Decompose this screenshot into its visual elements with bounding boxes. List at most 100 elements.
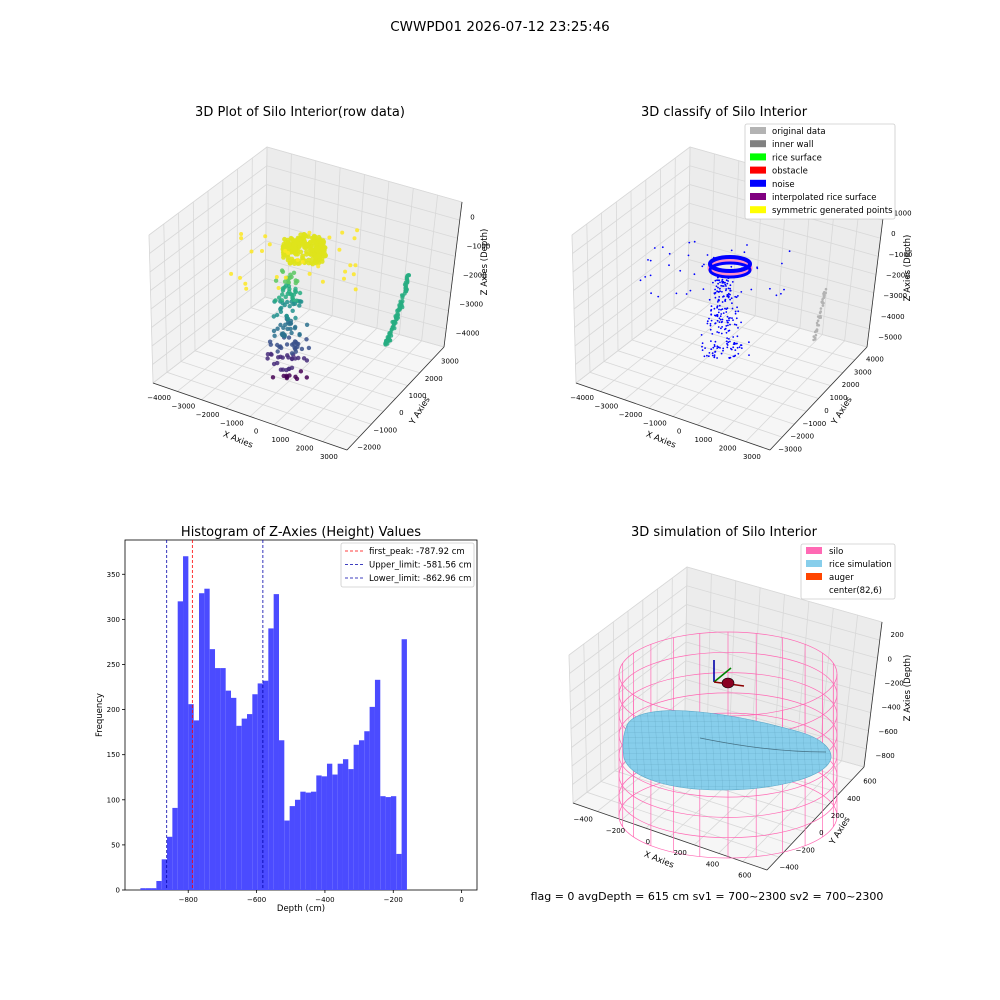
noise-point bbox=[715, 285, 718, 288]
raw-point bbox=[277, 295, 282, 300]
histogram-bar bbox=[183, 556, 189, 890]
x-tick-label: 2000 bbox=[719, 444, 737, 452]
noise-point bbox=[729, 287, 731, 290]
noise-point bbox=[700, 334, 703, 336]
raw-scatter-point bbox=[340, 230, 345, 235]
raw-scatter-point bbox=[263, 234, 268, 239]
noise-point bbox=[723, 328, 726, 331]
noise-point bbox=[737, 310, 740, 313]
legend-frame bbox=[340, 542, 475, 588]
noise-point bbox=[725, 340, 728, 343]
legend-label: obstacle bbox=[772, 167, 808, 177]
legend-swatch bbox=[750, 140, 766, 148]
noise-point bbox=[726, 295, 729, 298]
noise-point bbox=[717, 346, 720, 349]
noise-point bbox=[740, 344, 743, 347]
noise-point bbox=[720, 308, 722, 311]
noise-point bbox=[738, 346, 741, 349]
x-tick-label: −1000 bbox=[643, 419, 667, 427]
noise-point bbox=[730, 249, 733, 252]
raw-wall-point bbox=[387, 331, 392, 336]
noise-point bbox=[725, 311, 728, 313]
z-tick-label: 1000 bbox=[894, 209, 912, 217]
panel-classify-legend: original data inner wall rice surface obsta… bbox=[744, 123, 896, 220]
histogram-legend: first_peak: -787.92 cm Upper_limit: -581.… bbox=[340, 542, 475, 588]
legend-swatch bbox=[750, 193, 766, 200]
raw-point bbox=[296, 355, 301, 361]
raw-point bbox=[271, 328, 277, 334]
panel-simulation-ticks: −400 −200 0 200 400 600 −400 −200 0 200 400 600 −800… bbox=[574, 631, 904, 879]
panel-histogram-title: Histogram of Z-Axies (Height) Values bbox=[181, 525, 421, 540]
noise-point bbox=[726, 315, 729, 318]
histogram-bar bbox=[374, 679, 381, 890]
noise-point bbox=[736, 335, 739, 338]
noise-point bbox=[701, 345, 703, 348]
histogram-bar bbox=[161, 859, 168, 890]
noise-point bbox=[657, 295, 660, 298]
z-axis-line bbox=[866, 201, 886, 348]
original-data-point bbox=[817, 324, 821, 327]
panel-classify-axes-box bbox=[571, 146, 886, 451]
histogram-bar bbox=[289, 806, 295, 890]
y-tick-label: −1000 bbox=[373, 426, 397, 434]
noise-point bbox=[730, 348, 733, 351]
raw-scatter-point bbox=[243, 281, 248, 286]
noise-point bbox=[712, 281, 714, 284]
raw-scatter-point bbox=[352, 236, 357, 241]
noise-point bbox=[649, 274, 652, 277]
rice-mesh-col bbox=[653, 710, 661, 790]
raw-scatter-point bbox=[337, 247, 342, 252]
x-tick-label: −4000 bbox=[570, 394, 594, 402]
x-tick-label: −200 bbox=[384, 896, 403, 904]
rice-mesh-col bbox=[674, 710, 682, 790]
raw-point bbox=[275, 360, 280, 366]
z-axis-line bbox=[863, 621, 883, 768]
histogram-bar bbox=[247, 714, 253, 890]
noise-point bbox=[731, 281, 734, 283]
legend-frame bbox=[744, 123, 896, 220]
original-data-point bbox=[824, 291, 827, 295]
panel-histogram: Histogram of Z-Axies (Height) Values −80… bbox=[95, 525, 478, 914]
raw-top-point bbox=[306, 257, 312, 263]
noise-point bbox=[734, 310, 737, 313]
raw-point bbox=[281, 333, 287, 338]
grid-line-y bbox=[264, 146, 445, 348]
noise-point bbox=[706, 254, 709, 256]
histogram-bar bbox=[231, 697, 237, 890]
noise-point bbox=[723, 295, 725, 298]
histogram-bar bbox=[310, 791, 317, 890]
z-tick-label: −5000 bbox=[878, 334, 902, 342]
noise-point bbox=[736, 346, 739, 349]
panel-raw-data-xlabel: X Axies bbox=[221, 430, 254, 451]
histogram-bar bbox=[209, 649, 216, 890]
histogram-bar bbox=[167, 836, 173, 890]
noise-point bbox=[719, 318, 722, 321]
noise-point bbox=[721, 318, 724, 321]
noise-point bbox=[731, 317, 733, 319]
raw-point bbox=[297, 290, 303, 296]
noise-point bbox=[717, 286, 719, 289]
noise-point bbox=[653, 247, 656, 249]
raw-point bbox=[290, 356, 295, 361]
raw-scatter-point bbox=[283, 248, 288, 253]
raw-wall-point bbox=[405, 277, 410, 281]
noise-point bbox=[711, 352, 714, 355]
original-data-point bbox=[812, 335, 816, 338]
noise-point bbox=[708, 352, 711, 354]
histogram-bar bbox=[385, 797, 391, 890]
y-tick-label: 250 bbox=[107, 661, 120, 669]
noise-point bbox=[649, 259, 652, 262]
raw-point bbox=[278, 322, 283, 328]
legend-swatch bbox=[750, 127, 766, 134]
histogram-bar bbox=[396, 853, 402, 890]
raw-point bbox=[287, 286, 292, 292]
raw-point bbox=[283, 322, 288, 327]
grid-line-y bbox=[192, 201, 384, 412]
histogram-bar bbox=[390, 796, 397, 890]
legend-swatch bbox=[806, 560, 822, 567]
histogram-bar bbox=[358, 740, 365, 890]
raw-point bbox=[290, 308, 295, 313]
noise-point bbox=[709, 323, 712, 325]
x-axis-line bbox=[572, 802, 768, 871]
raw-scatter-point bbox=[307, 230, 312, 235]
